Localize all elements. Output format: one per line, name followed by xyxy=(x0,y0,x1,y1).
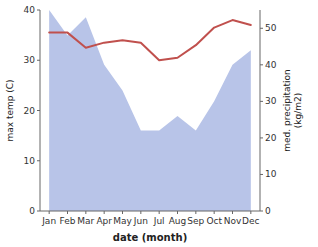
y2-tick xyxy=(260,101,263,102)
x-tick xyxy=(122,211,123,214)
y2-tick xyxy=(260,174,263,175)
x-tick xyxy=(104,211,105,214)
y-tick xyxy=(37,160,40,161)
y2-axis-label-line: (kg/m2) xyxy=(293,93,303,128)
y2-axis-label-line: med. precipitation xyxy=(282,69,292,151)
x-tick-label: Jul xyxy=(153,216,165,226)
x-tick xyxy=(140,211,141,214)
x-tick-label: Jan xyxy=(41,216,56,226)
y2-tick-label: 10 xyxy=(265,169,277,179)
x-tick xyxy=(232,211,233,214)
x-tick xyxy=(214,211,215,214)
y2-tick-label: 20 xyxy=(265,133,277,143)
y-tick xyxy=(37,10,40,11)
x-tick-label: Oct xyxy=(206,216,222,226)
x-tick-label: Mar xyxy=(77,216,94,226)
x-tick-label: May xyxy=(113,216,132,226)
y-axis-label: max temp (C) xyxy=(5,79,15,141)
y-tick xyxy=(37,110,40,111)
x-tick xyxy=(250,211,251,214)
x-tick-label: Sep xyxy=(187,216,204,226)
y-tick-label: 20 xyxy=(24,106,36,116)
x-tick-label: Nov xyxy=(224,216,242,226)
y-tick xyxy=(37,60,40,61)
y2-tick-label: 40 xyxy=(265,60,277,70)
y2-tick xyxy=(260,137,263,138)
y-tick-label: 30 xyxy=(24,55,36,65)
y2-tick xyxy=(260,64,263,65)
y-tick xyxy=(37,211,40,212)
x-tick-label: Jun xyxy=(133,216,148,226)
x-tick xyxy=(85,211,86,214)
x-axis-label: date (month) xyxy=(113,232,187,243)
y2-tick xyxy=(260,28,263,29)
y2-axis-line xyxy=(260,10,261,211)
x-tick-label: Feb xyxy=(60,216,76,226)
y2-tick-label: 30 xyxy=(265,96,277,106)
x-tick-label: Dec xyxy=(242,216,259,226)
x-tick-label: Aug xyxy=(169,216,187,226)
chart: 0 10 20 30 40 0 10 20 30 40 50 Jan FebMarAprMayJun Ju… xyxy=(0,0,318,247)
y-tick-label: 0 xyxy=(29,206,35,216)
y-tick-label: 40 xyxy=(24,5,36,15)
x-tick xyxy=(177,211,178,214)
temperature-line xyxy=(49,20,251,60)
y-tick-label: 10 xyxy=(24,156,36,166)
x-tick xyxy=(67,211,68,214)
x-tick xyxy=(49,211,50,214)
x-tick xyxy=(159,211,160,214)
x-axis-line xyxy=(40,211,260,212)
y2-tick-label: 50 xyxy=(265,23,277,33)
x-tick xyxy=(195,211,196,214)
x-tick-label: Apr xyxy=(96,216,112,226)
y2-tick xyxy=(260,211,263,212)
axes: 0 10 20 30 40 0 10 20 30 40 50 Jan FebMarAprMayJun Ju… xyxy=(24,5,277,226)
chart-container: 0 10 20 30 40 0 10 20 30 40 50 Jan FebMarAprMayJun Ju… xyxy=(0,0,318,247)
y2-axis-label: med. precipitation(kg/m2) xyxy=(282,69,303,151)
y2-tick-label: 0 xyxy=(265,206,271,216)
plot-area xyxy=(49,10,251,211)
precipitation-area xyxy=(49,10,251,211)
